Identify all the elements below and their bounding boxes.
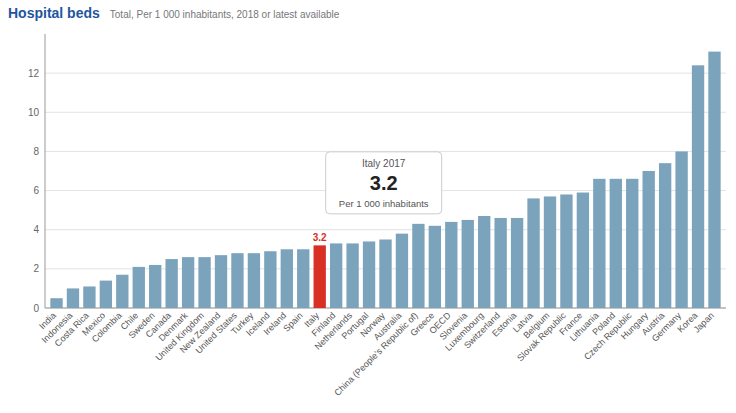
tooltip-subtitle: Per 1 000 inhabitants — [339, 198, 429, 209]
grid-line — [45, 73, 726, 74]
bar — [198, 257, 210, 308]
bar — [50, 298, 62, 308]
bar — [83, 286, 95, 308]
bar — [396, 234, 408, 308]
bar — [215, 255, 227, 308]
y-tick-label: 10 — [28, 107, 40, 118]
bar — [314, 245, 326, 308]
y-tick-label: 4 — [33, 224, 39, 235]
y-tick-label: 0 — [33, 303, 39, 314]
tooltip: Italy 2017 3.2 Per 1 000 inhabitants — [326, 152, 442, 214]
bar — [511, 218, 523, 308]
bar — [116, 275, 128, 308]
bar — [692, 65, 704, 308]
y-axis-line — [45, 34, 46, 308]
bar — [67, 288, 79, 308]
bar — [429, 226, 441, 308]
bar — [560, 194, 572, 308]
bar — [544, 196, 556, 308]
bar — [659, 163, 671, 308]
bars — [50, 52, 720, 308]
y-tick-label: 8 — [33, 146, 39, 157]
bar — [149, 265, 161, 308]
title: Hospital beds — [8, 5, 100, 21]
chart: Hospital beds Total, Per 1 000 inhabitant… — [0, 0, 736, 413]
bar — [675, 151, 687, 308]
grid-line — [45, 112, 726, 113]
grid — [45, 73, 726, 308]
subtitle: Total, Per 1 000 inhabitants, 2018 or la… — [110, 9, 340, 20]
bar — [182, 257, 194, 308]
bar — [478, 216, 490, 308]
x-tick-label: China (People's Republic of) — [332, 310, 420, 398]
bar — [346, 243, 358, 308]
bar — [462, 220, 474, 308]
bar — [643, 171, 655, 308]
bar — [593, 179, 605, 308]
bar — [445, 222, 457, 308]
x-tick-label: Colombia — [90, 310, 124, 344]
bar — [527, 198, 539, 308]
bar — [626, 179, 638, 308]
y-tick-label: 12 — [28, 68, 40, 79]
x-tick-label: Japan — [691, 310, 715, 334]
tooltip-title: Italy 2017 — [362, 158, 406, 169]
bar — [264, 251, 276, 308]
bar — [577, 193, 589, 308]
bar — [708, 52, 720, 308]
bar — [330, 243, 342, 308]
bar — [231, 253, 243, 308]
bar — [248, 253, 260, 308]
y-tick-label: 6 — [33, 185, 39, 196]
bar — [165, 259, 177, 308]
grid-line — [45, 229, 726, 230]
tooltip-value: 3.2 — [370, 172, 398, 194]
x-tick-label: Slovak Republic — [515, 310, 568, 363]
y-tick-label: 2 — [33, 263, 39, 274]
bar — [281, 249, 293, 308]
tooltip-box — [326, 152, 442, 214]
annotation: 3.2 — [313, 232, 327, 243]
bar — [379, 240, 391, 309]
bar — [494, 218, 506, 308]
bar — [412, 224, 424, 308]
bar — [297, 249, 309, 308]
bar — [100, 281, 112, 308]
bar — [363, 241, 375, 308]
bar — [610, 179, 622, 308]
bar — [133, 267, 145, 308]
